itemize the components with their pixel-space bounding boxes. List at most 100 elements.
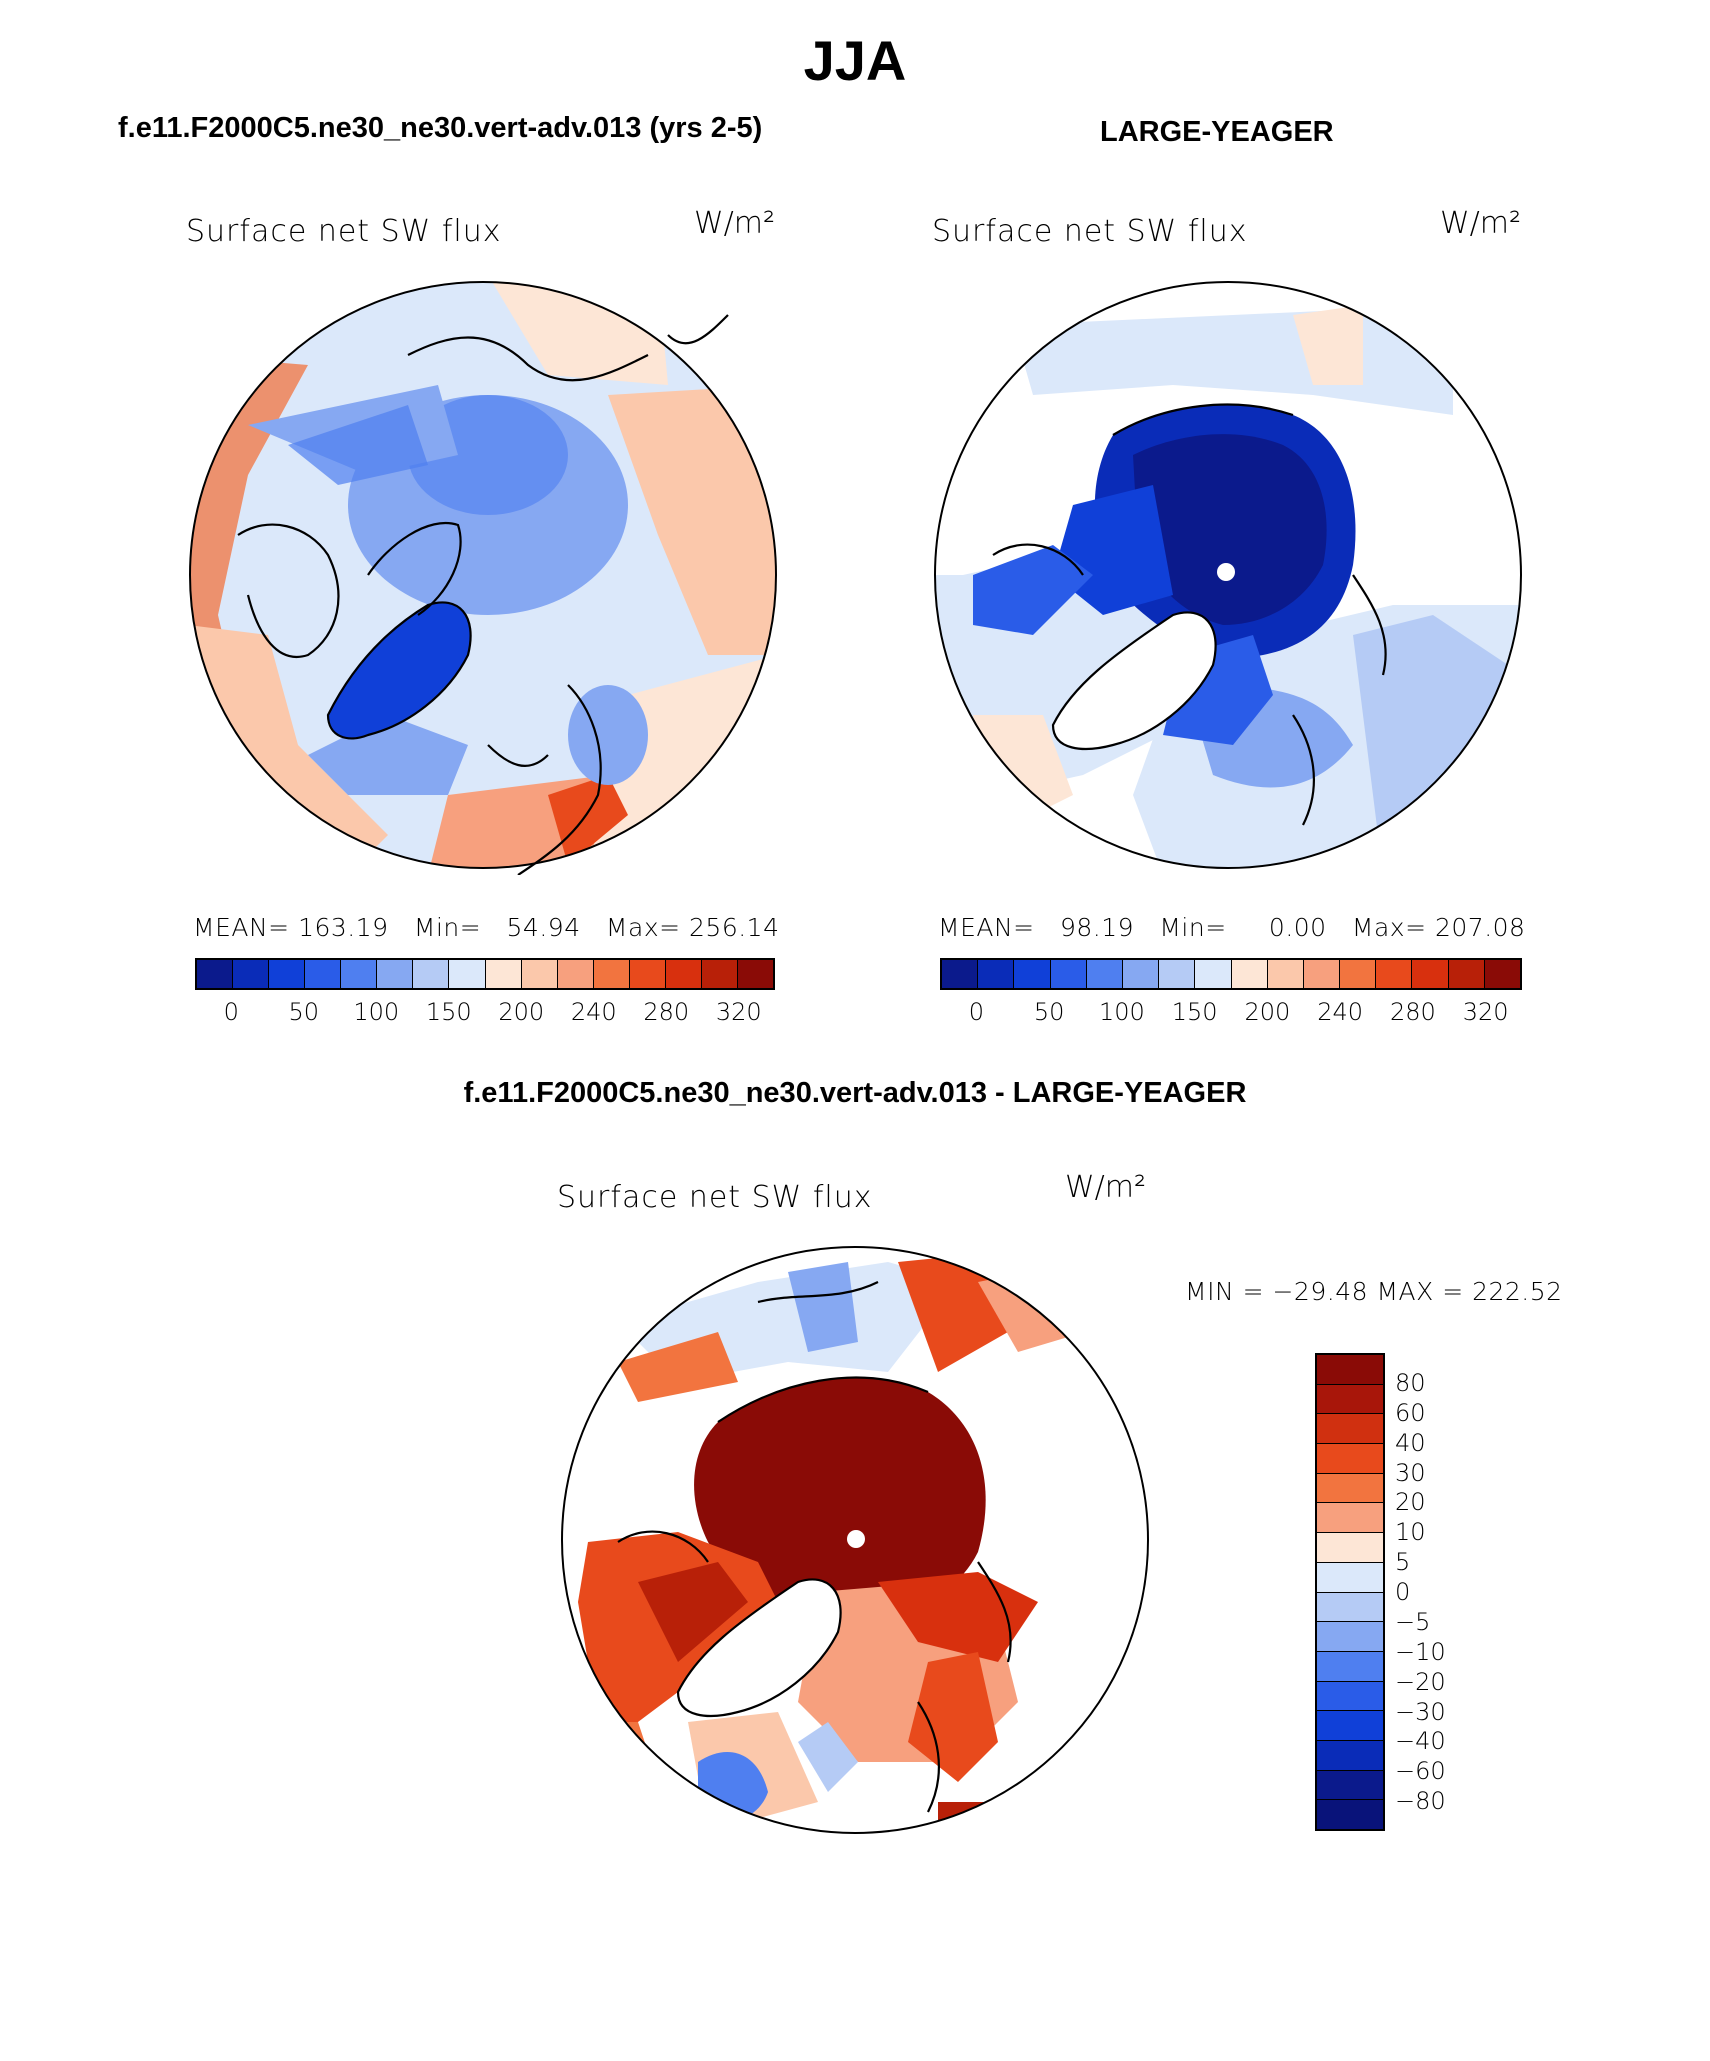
colorbar-swatch (1086, 960, 1123, 988)
colorbar-swatch (1317, 1533, 1383, 1563)
colorbar-swatch (1303, 960, 1341, 988)
colorbar-swatch (1317, 1770, 1383, 1801)
colorbar-swatch (1317, 1740, 1383, 1771)
colorbar-swatch (665, 960, 702, 988)
colorbar-swatch (1340, 960, 1377, 988)
difference-colorbar-labels: 80 60 40 30 20 10 5 0 −5 −10 −20 −30 −40 −60 −80 (1395, 1353, 1495, 1831)
colorbar-swatch (1122, 960, 1160, 988)
colorbar-tick-label: 0 (1395, 1578, 1411, 1606)
panel2-polar-map (934, 281, 1522, 869)
colorbar-tick-label: 50 (1033, 998, 1065, 1026)
panel1-colorbar-ticks: 0 50 100 150 200 240 280 320 (195, 998, 775, 1028)
colorbar-tick-label: 100 (353, 998, 400, 1026)
panel2-units: W/m² (1440, 206, 1522, 241)
colorbar-swatch (521, 960, 558, 988)
colorbar-swatch (1014, 960, 1051, 988)
colorbar-tick-label: 0 (968, 998, 985, 1026)
difference-minmax: MIN = −29.48 MAX = 222.52 (1185, 1277, 1563, 1306)
colorbar-swatch (1195, 960, 1232, 988)
colorbar-swatch (1376, 960, 1413, 988)
panel1-units: W/m² (694, 206, 776, 241)
colorbar-swatch (269, 960, 306, 988)
colorbar-tick-label: −60 (1395, 1757, 1446, 1786)
colorbar-tick-label: 280 (1389, 998, 1436, 1026)
colorbar-tick-label: 320 (1462, 998, 1509, 1026)
colorbar-swatch (1317, 1592, 1383, 1623)
colorbar-swatch (305, 960, 342, 988)
colorbar-swatch (1448, 960, 1485, 988)
colorbar-swatch (1159, 960, 1196, 988)
colorbar-swatch (413, 960, 450, 988)
colorbar-tick-label: 200 (498, 998, 545, 1026)
colorbar-swatch (1050, 960, 1087, 988)
difference-title: f.e11.F2000C5.ne30_ne30.vert-adv.013 - L… (463, 1077, 1247, 1109)
colorbar-swatch (377, 960, 414, 988)
panel2-colorbar (940, 958, 1522, 990)
colorbar-swatch (629, 960, 666, 988)
difference-polar-map (561, 1246, 1149, 1834)
colorbar-tick-label: −30 (1395, 1697, 1446, 1726)
panel1-stats: MEAN= 163.19 Min= 54.94 Max= 256.14 (193, 913, 780, 942)
difference-units: W/m² (1065, 1170, 1147, 1205)
panel2-colorbar-ticks: 0 50 100 150 200 240 280 320 (940, 998, 1522, 1028)
colorbar-tick-label: −80 (1395, 1787, 1446, 1816)
colorbar-tick-label: 30 (1395, 1458, 1426, 1487)
colorbar-tick-label: 320 (715, 998, 762, 1026)
colorbar-swatch (1231, 960, 1268, 988)
colorbar-swatch (1317, 1651, 1383, 1682)
colorbar-tick-label: 10 (1395, 1518, 1426, 1547)
colorbar-tick-label: 280 (643, 998, 690, 1026)
colorbar-tick-label: 5 (1395, 1548, 1411, 1577)
colorbar-tick-label: −20 (1395, 1667, 1446, 1696)
colorbar-tick-label: 150 (425, 998, 472, 1026)
colorbar-tick-label: 60 (1395, 1398, 1426, 1427)
panel1-polar-map (189, 281, 777, 875)
colorbar-tick-label: 50 (288, 998, 320, 1026)
colorbar-swatch (942, 960, 979, 988)
colorbar-tick-label: 200 (1244, 998, 1291, 1026)
colorbar-swatch (978, 960, 1015, 988)
colorbar-swatch (197, 960, 234, 988)
colorbar-swatch (737, 960, 773, 988)
panel1-case-title: f.e11.F2000C5.ne30_ne30.vert-adv.013 (yr… (118, 112, 763, 144)
colorbar-swatch (1317, 1711, 1383, 1741)
colorbar-swatch (1317, 1355, 1383, 1385)
colorbar-swatch (449, 960, 486, 988)
colorbar-tick-label: 240 (1317, 998, 1364, 1026)
difference-variable-label: Surface net SW flux (557, 1180, 873, 1215)
main-title: JJA (803, 29, 907, 92)
colorbar-swatch (1317, 1444, 1383, 1474)
panel2-variable-label: Surface net SW flux (932, 214, 1248, 249)
colorbar-swatch (557, 960, 594, 988)
panel1-colorbar (195, 958, 775, 990)
difference-colorbar (1315, 1353, 1385, 1831)
colorbar-tick-label: 40 (1395, 1428, 1426, 1457)
colorbar-swatch (1317, 1800, 1383, 1829)
colorbar-swatch (701, 960, 738, 988)
colorbar-swatch (1317, 1681, 1383, 1712)
panel1-variable-label: Surface net SW flux (186, 214, 502, 249)
colorbar-swatch (1317, 1473, 1383, 1504)
colorbar-tick-label: 20 (1395, 1488, 1426, 1517)
colorbar-tick-label: 0 (223, 998, 239, 1026)
colorbar-tick-label: −10 (1395, 1637, 1446, 1666)
colorbar-swatch (1317, 1384, 1383, 1415)
colorbar-swatch (593, 960, 630, 988)
colorbar-swatch (1267, 960, 1304, 988)
colorbar-tick-label: 80 (1395, 1368, 1426, 1397)
colorbar-swatch (233, 960, 270, 988)
colorbar-tick-label: 240 (570, 998, 617, 1026)
colorbar-swatch (341, 960, 378, 988)
colorbar-tick-label: −40 (1395, 1727, 1446, 1756)
colorbar-swatch (1317, 1562, 1383, 1593)
panel2-stats: MEAN= 98.19 Min= 0.00 Max= 207.08 (938, 913, 1526, 942)
colorbar-tick-label: 150 (1171, 998, 1218, 1026)
colorbar-swatch (1317, 1414, 1383, 1445)
colorbar-swatch (1484, 960, 1520, 988)
colorbar-swatch (1317, 1503, 1383, 1534)
colorbar-swatch (1317, 1622, 1383, 1652)
panel2-case-title: LARGE-YEAGER (1100, 116, 1334, 148)
colorbar-swatch (1412, 960, 1449, 988)
colorbar-swatch (485, 960, 522, 988)
colorbar-tick-label: −5 (1395, 1607, 1431, 1636)
